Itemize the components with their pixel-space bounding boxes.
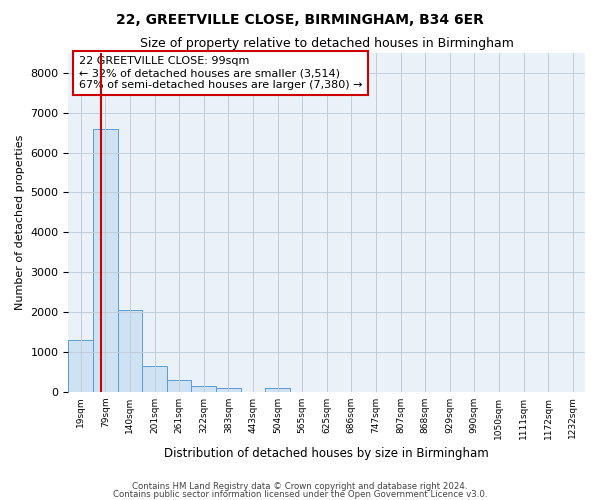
Text: 22, GREETVILLE CLOSE, BIRMINGHAM, B34 6ER: 22, GREETVILLE CLOSE, BIRMINGHAM, B34 6E… <box>116 12 484 26</box>
X-axis label: Distribution of detached houses by size in Birmingham: Distribution of detached houses by size … <box>164 447 489 460</box>
Bar <box>167 380 191 392</box>
Bar <box>93 128 118 392</box>
Bar <box>142 366 167 392</box>
Text: 22 GREETVILLE CLOSE: 99sqm
← 32% of detached houses are smaller (3,514)
67% of s: 22 GREETVILLE CLOSE: 99sqm ← 32% of deta… <box>79 56 362 90</box>
Bar <box>216 388 241 392</box>
Title: Size of property relative to detached houses in Birmingham: Size of property relative to detached ho… <box>140 38 514 51</box>
Text: Contains HM Land Registry data © Crown copyright and database right 2024.: Contains HM Land Registry data © Crown c… <box>132 482 468 491</box>
Bar <box>191 386 216 392</box>
Bar <box>118 310 142 392</box>
Bar <box>68 340 93 392</box>
Text: Contains public sector information licensed under the Open Government Licence v3: Contains public sector information licen… <box>113 490 487 499</box>
Y-axis label: Number of detached properties: Number of detached properties <box>15 134 25 310</box>
Bar <box>265 388 290 392</box>
